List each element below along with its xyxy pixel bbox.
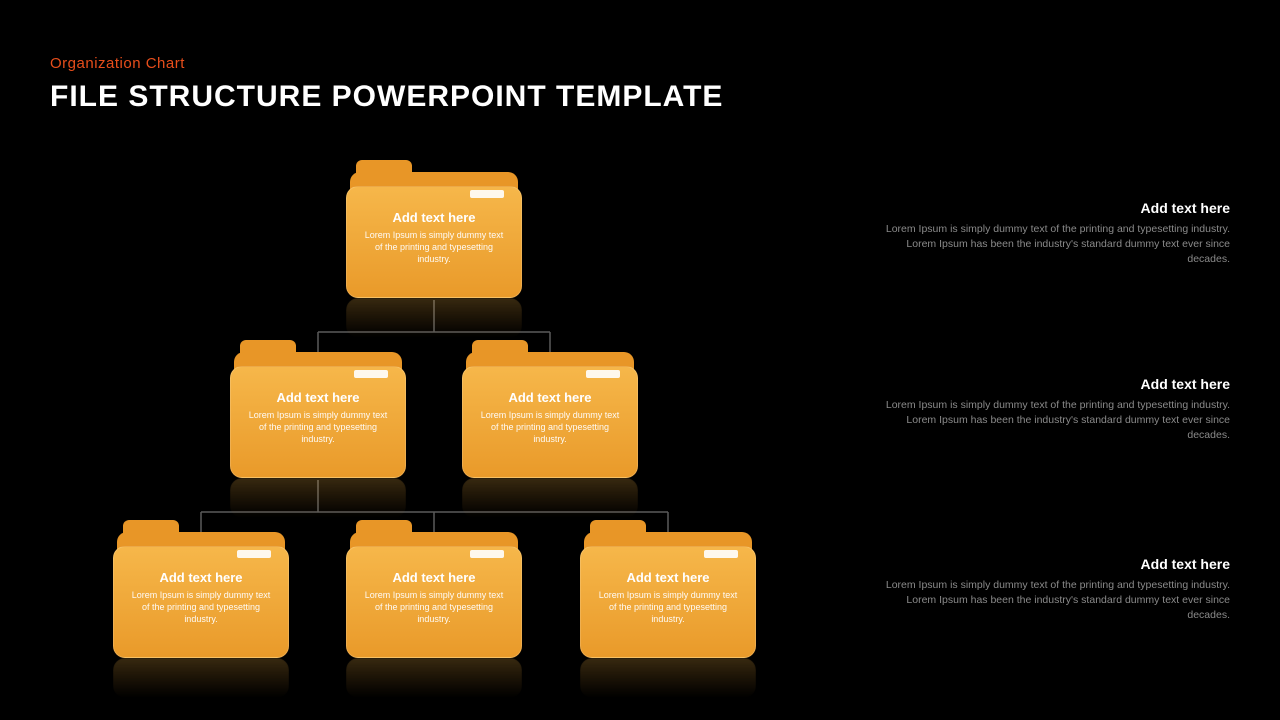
side-note: Add text here Lorem Ipsum is simply dumm… [870, 556, 1230, 624]
folder-reflection [113, 658, 289, 698]
folder-body: Lorem Ipsum is simply dummy text of the … [127, 589, 275, 625]
folder-node: Add text here Lorem Ipsum is simply dumm… [113, 532, 289, 660]
folder-text-block: Add text here Lorem Ipsum is simply dumm… [580, 570, 756, 625]
folder-title: Add text here [244, 390, 392, 405]
folder-text-block: Add text here Lorem Ipsum is simply dumm… [346, 210, 522, 265]
folder-node: Add text here Lorem Ipsum is simply dumm… [346, 172, 522, 300]
folder-text-block: Add text here Lorem Ipsum is simply dumm… [462, 390, 638, 445]
folder-notch-shape [586, 370, 620, 378]
folder-body: Lorem Ipsum is simply dummy text of the … [360, 589, 508, 625]
folder-reflection [462, 478, 638, 518]
folder-body: Lorem Ipsum is simply dummy text of the … [244, 409, 392, 445]
folder-body: Lorem Ipsum is simply dummy text of the … [360, 229, 508, 265]
folder-notch-shape [470, 190, 504, 198]
folder-notch-shape [354, 370, 388, 378]
folder-title: Add text here [360, 210, 508, 225]
note-body: Lorem Ipsum is simply dummy text of the … [870, 222, 1230, 268]
folder-notch-shape [470, 550, 504, 558]
side-note: Add text here Lorem Ipsum is simply dumm… [870, 200, 1230, 268]
note-body: Lorem Ipsum is simply dummy text of the … [870, 578, 1230, 624]
folder-title: Add text here [476, 390, 624, 405]
folder-notch-shape [704, 550, 738, 558]
note-body: Lorem Ipsum is simply dummy text of the … [870, 398, 1230, 444]
folder-title: Add text here [594, 570, 742, 585]
folder-node: Add text here Lorem Ipsum is simply dumm… [346, 532, 522, 660]
folder-body: Lorem Ipsum is simply dummy text of the … [594, 589, 742, 625]
folder-reflection [580, 658, 756, 698]
folder-title: Add text here [360, 570, 508, 585]
folder-notch-shape [237, 550, 271, 558]
folder-text-block: Add text here Lorem Ipsum is simply dumm… [113, 570, 289, 625]
folder-reflection [346, 658, 522, 698]
folder-reflection [230, 478, 406, 518]
note-title: Add text here [870, 376, 1230, 392]
folder-title: Add text here [127, 570, 275, 585]
folder-body: Lorem Ipsum is simply dummy text of the … [476, 409, 624, 445]
folder-node: Add text here Lorem Ipsum is simply dumm… [580, 532, 756, 660]
folder-text-block: Add text here Lorem Ipsum is simply dumm… [346, 570, 522, 625]
note-title: Add text here [870, 200, 1230, 216]
side-note: Add text here Lorem Ipsum is simply dumm… [870, 376, 1230, 444]
folder-reflection [346, 298, 522, 338]
note-title: Add text here [870, 556, 1230, 572]
folder-node: Add text here Lorem Ipsum is simply dumm… [462, 352, 638, 480]
folder-node: Add text here Lorem Ipsum is simply dumm… [230, 352, 406, 480]
folder-text-block: Add text here Lorem Ipsum is simply dumm… [230, 390, 406, 445]
